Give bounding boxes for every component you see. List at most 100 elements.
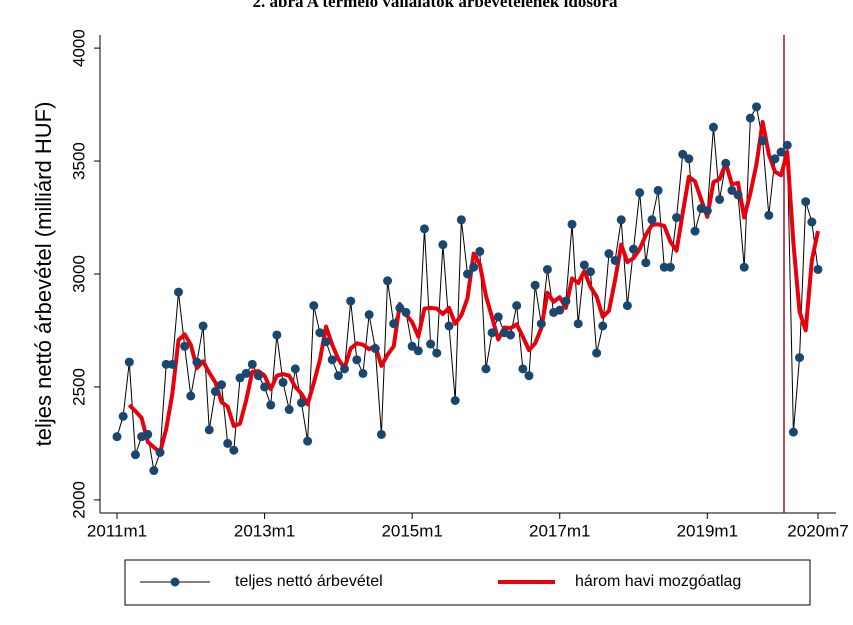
data-point — [493, 312, 503, 322]
data-point — [665, 262, 675, 272]
data-point — [186, 391, 196, 401]
data-point — [573, 319, 583, 329]
data-point — [327, 355, 337, 365]
x-tick-label: 2011m1 — [87, 521, 147, 540]
data-point — [401, 307, 411, 317]
data-point — [733, 190, 743, 200]
data-point — [475, 246, 485, 256]
data-point — [739, 262, 749, 272]
legend-label: teljes nettó árbevétel — [235, 573, 383, 590]
data-point — [315, 328, 325, 338]
data-point — [340, 364, 350, 374]
legend — [124, 559, 811, 606]
data-point — [585, 267, 595, 277]
data-point — [708, 122, 718, 132]
y-tick-label: 3000 — [69, 255, 88, 293]
data-point — [376, 429, 386, 439]
legend-label: három havi mozgóatlag — [575, 573, 741, 590]
data-point — [758, 136, 768, 146]
data-point — [130, 450, 140, 460]
data-point — [764, 210, 774, 220]
data-point — [407, 341, 417, 351]
data-point — [481, 364, 491, 374]
data-point — [524, 371, 534, 381]
data-point — [192, 357, 202, 367]
data-point — [173, 287, 183, 297]
data-point — [776, 147, 786, 157]
data-point — [266, 400, 276, 410]
data-point — [296, 398, 306, 408]
data-point — [456, 215, 466, 225]
data-point — [616, 215, 626, 225]
data-point — [745, 113, 755, 123]
data-point — [641, 258, 651, 268]
data-point — [813, 264, 823, 274]
data-point — [647, 215, 657, 225]
data-point — [690, 226, 700, 236]
data-point — [210, 386, 220, 396]
y-tick-label: 2500 — [69, 368, 88, 406]
data-point — [788, 427, 798, 437]
data-point — [161, 359, 171, 369]
x-tick-label: 2013m1 — [234, 521, 295, 540]
data-point — [672, 213, 682, 223]
data-point — [579, 260, 589, 270]
data-point — [303, 436, 313, 446]
data-point — [659, 262, 669, 272]
data-point — [389, 319, 399, 329]
data-point — [622, 301, 632, 311]
data-point — [419, 224, 429, 234]
series-line — [127, 119, 820, 455]
data-point — [752, 102, 762, 112]
data-point — [635, 188, 645, 198]
data-point — [653, 185, 663, 195]
data-point — [702, 206, 712, 216]
x-tick-label: 2017m1 — [529, 521, 590, 540]
data-point — [272, 330, 282, 340]
data-point — [223, 438, 233, 448]
x-tick-label: 2019m1 — [677, 521, 738, 540]
data-point — [346, 296, 356, 306]
data-point — [610, 255, 620, 265]
legend-marker — [170, 577, 180, 587]
data-point — [592, 348, 602, 358]
data-point — [542, 264, 552, 274]
data-point — [155, 447, 165, 457]
data-point — [715, 194, 725, 204]
data-point — [426, 339, 436, 349]
data-point — [807, 217, 817, 227]
data-point — [770, 154, 780, 164]
data-point — [463, 269, 472, 279]
data-point — [721, 158, 731, 168]
data-point — [143, 429, 153, 439]
chart-title: 2. ábra A termelő vállalatok árbevételén… — [253, 0, 618, 11]
data-point — [180, 341, 190, 351]
data-point — [364, 310, 374, 320]
data-point — [678, 149, 688, 159]
data-point — [561, 296, 571, 306]
data-point — [413, 346, 423, 356]
data-point — [530, 280, 540, 290]
data-point — [512, 301, 522, 311]
data-point — [555, 305, 565, 315]
data-point — [352, 355, 362, 365]
data-point — [469, 262, 479, 272]
data-point — [284, 405, 294, 415]
data-point — [604, 249, 614, 259]
data-point — [247, 359, 257, 369]
data-point — [395, 303, 405, 313]
data-point — [801, 197, 811, 207]
data-point — [795, 353, 805, 363]
data-point — [167, 359, 177, 369]
x-tick-label: 2020m7 — [787, 521, 848, 540]
x-tick-label: 2015m1 — [381, 521, 442, 540]
data-point — [309, 301, 319, 311]
data-point — [149, 466, 159, 476]
data-point — [217, 380, 227, 390]
data-point — [383, 276, 393, 286]
data-point — [487, 328, 497, 338]
data-point — [444, 321, 454, 331]
data-point — [518, 364, 528, 374]
data-point — [358, 368, 368, 378]
